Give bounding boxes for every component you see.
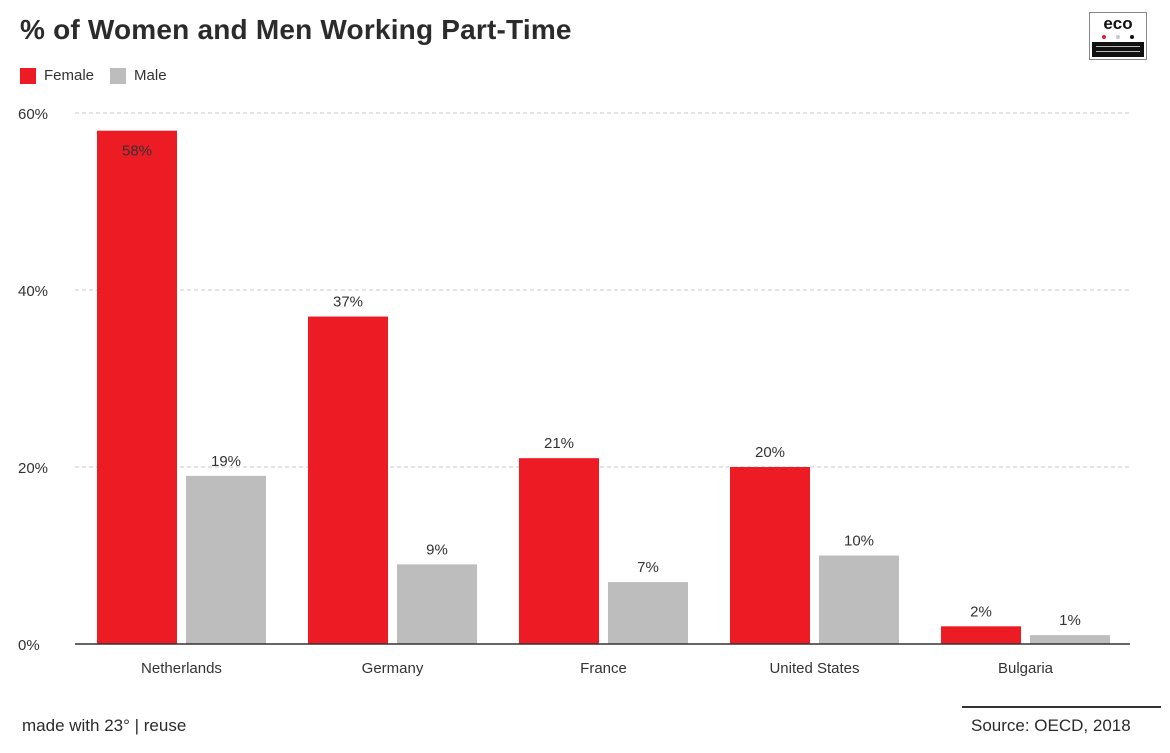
legend-swatch-female [20,67,36,84]
y-tick-label: 60% [18,106,48,123]
x-tick-label: Netherlands [141,660,222,677]
logo-dots [1090,35,1146,39]
data-label: 21% [544,435,574,452]
bar-male [186,475,266,644]
data-label: 1% [1059,612,1081,629]
legend-label-male: Male [134,67,167,84]
logo-band [1092,42,1144,57]
legend-item-female: Female [20,67,94,84]
footer-source: Source: OECD, 2018 [971,716,1131,735]
logo-dot-red [1102,35,1106,39]
x-tick-label: France [580,660,627,677]
bar-female [308,316,388,644]
legend-label-female: Female [44,67,95,84]
logo-dot-dark [1130,35,1134,39]
bar-male [819,555,899,644]
bar-male [397,564,477,644]
bar-female [519,458,599,644]
bar-female [730,467,810,644]
data-label: 37% [333,294,363,311]
footer-rule [962,706,1161,708]
eco-logo: eco [1089,12,1147,60]
legend-swatch-male [110,67,127,84]
logo-wordmark: eco [1103,14,1133,33]
logo-dot-grey [1116,35,1120,39]
footer-credit: made with 23° | reuse [22,716,187,735]
y-tick-label: 0% [18,637,40,654]
data-label: 9% [426,541,448,558]
x-tick-label: United States [769,660,859,677]
chart-title: % of Women and Men Working Part-Time [20,14,572,45]
y-tick-label: 40% [18,283,48,300]
data-label: 7% [637,559,659,576]
data-label: 2% [970,603,992,620]
legend: Female Male [20,67,183,84]
bar-female [97,130,177,644]
data-label: 19% [211,453,241,470]
legend-item-male: Male [110,67,167,84]
x-tick-label: Bulgaria [998,660,1054,677]
bar-male [608,582,688,644]
x-tick-label: Germany [362,660,424,677]
data-label: 20% [755,444,785,461]
data-label: 10% [844,533,874,550]
bar-chart: 0% 20% 40% 60% 58% 19% Netherlands 37% 9% Germany… [18,106,1130,677]
data-label: 58% [122,143,152,160]
bar-male [1030,635,1110,644]
y-tick-label: 20% [18,460,48,477]
bar-female [941,626,1021,644]
